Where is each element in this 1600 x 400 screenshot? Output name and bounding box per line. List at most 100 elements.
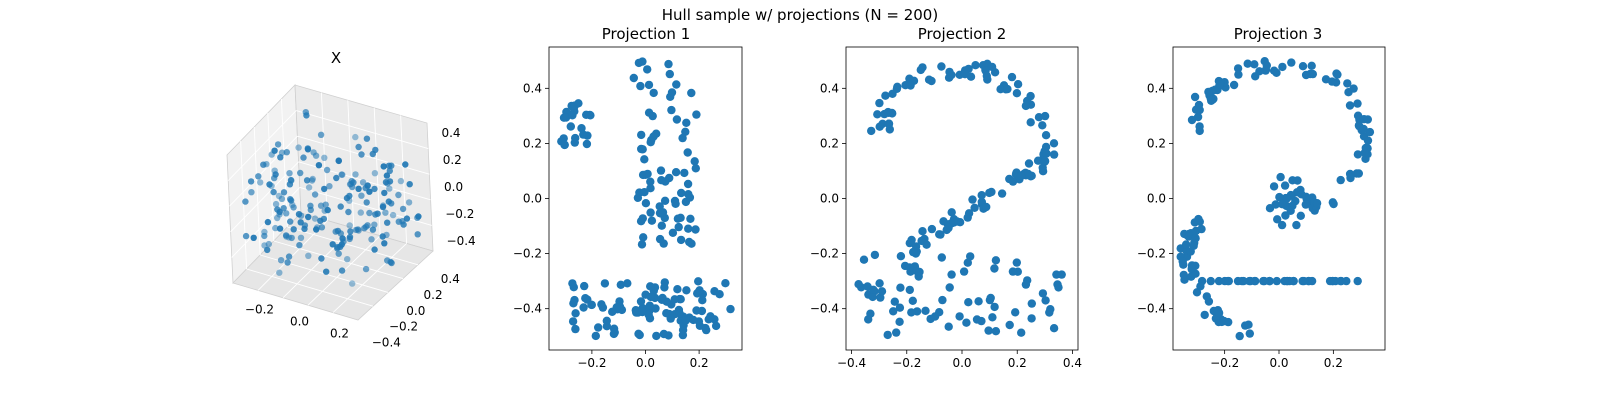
y-tick-label: 0.4 <box>523 81 542 95</box>
scatter3d-point <box>290 204 297 211</box>
scatter-point <box>1027 299 1037 308</box>
scatter-point <box>1214 308 1224 318</box>
scatter3d-point <box>276 225 284 232</box>
scatter3d-point <box>323 268 330 275</box>
scatter-point <box>681 316 691 325</box>
scatter3d-point <box>369 150 376 158</box>
scatter3d-point <box>383 231 390 239</box>
scatter-point <box>971 60 980 70</box>
y-tick-label: 0.0 <box>1147 192 1166 206</box>
scatter-point <box>1233 64 1243 73</box>
panel-3d-scatter: X −0.2 0.0 0.2 −0.4 −0.2 0.0 0.2 0.4 −0.4 −0.2 0.0… <box>226 49 476 350</box>
scatter-point <box>1269 182 1279 191</box>
grid-line <box>253 126 261 256</box>
panel-projection-2: Projection 2 −0.4 −0.2 0.0 0.2 0.4 −0.4 −0.2 0.… <box>810 25 1082 370</box>
grid-line <box>273 240 404 280</box>
scatter3d-point <box>332 228 339 235</box>
scatter3d-point <box>387 258 394 266</box>
scatter-point <box>884 119 894 128</box>
scatter-point <box>616 280 625 289</box>
scatter3d-point <box>333 174 340 182</box>
scatter3d-point <box>326 183 333 190</box>
x-tick-label: 0.0 <box>1269 356 1288 370</box>
scatter-point <box>881 91 890 100</box>
scatter-point <box>652 331 661 341</box>
scatter-point <box>1045 308 1054 317</box>
scatter3d-point <box>389 211 397 219</box>
scatter-point <box>638 214 647 223</box>
scatter3d-point <box>264 218 272 226</box>
grid-line <box>400 115 408 244</box>
scatter-point <box>962 318 971 327</box>
scatter-point <box>655 208 665 218</box>
scatter3d-point <box>345 208 352 216</box>
scatter-point <box>937 62 946 71</box>
scatter3d-point <box>399 205 407 213</box>
scatter-point <box>868 292 877 302</box>
z-tick-label: −0.2 <box>445 207 474 221</box>
scatter-point <box>637 130 646 140</box>
scatter3d-point <box>264 246 271 254</box>
scatter-point <box>673 285 682 294</box>
scatter-point <box>660 196 670 205</box>
scatter-point <box>936 230 945 239</box>
scatter-point <box>643 65 652 74</box>
scatter-point <box>889 307 898 316</box>
scatter3d-point <box>311 191 319 198</box>
scatter-point <box>1008 177 1018 186</box>
scatter-point <box>1206 276 1216 286</box>
scatter-point <box>1038 121 1047 130</box>
scatter-point <box>1003 84 1012 94</box>
scatter3d-point <box>274 206 281 213</box>
scatter-point <box>1278 62 1287 72</box>
scatter3d-point <box>352 133 359 141</box>
scatter-point <box>566 122 575 131</box>
scatter3d-point <box>321 207 328 214</box>
scatter-point <box>649 88 658 98</box>
figure-suptitle: Hull sample w/ projections (N = 200) <box>662 6 938 24</box>
scatter-point <box>1017 328 1026 337</box>
scatter3d-point <box>395 218 402 225</box>
scatter3d-point <box>274 214 281 222</box>
scatter-point <box>574 99 583 108</box>
scatter-point <box>990 302 999 312</box>
scatter-point <box>598 303 608 312</box>
scatter-point <box>1033 156 1043 165</box>
scatter-point <box>1021 101 1031 111</box>
scatter-point <box>966 252 975 261</box>
scatter-point <box>697 306 707 316</box>
scatter-point <box>937 253 946 262</box>
scatter-point <box>870 250 880 260</box>
scatter-point <box>629 73 638 83</box>
scatter-point <box>1301 192 1311 201</box>
scatter-point <box>876 293 885 302</box>
scatter-point <box>905 74 914 83</box>
scatter-point <box>1204 87 1213 97</box>
scatter-point <box>676 295 685 304</box>
scatter-point <box>659 329 669 339</box>
scatter3d-point <box>355 143 362 151</box>
x-tick-label: 0.2 <box>330 326 349 340</box>
scatter-point <box>1363 136 1373 145</box>
scatter-point <box>665 69 674 79</box>
scatter3d-point <box>271 174 278 182</box>
grid-line <box>227 110 297 181</box>
scatter3d-point <box>261 228 268 236</box>
scatter3d-point <box>346 222 353 229</box>
scatter-point <box>648 111 657 121</box>
scatter3d-point <box>290 226 297 233</box>
grid-line <box>240 140 248 270</box>
scatter-point <box>974 297 983 306</box>
scatter-point <box>1040 156 1050 166</box>
scatter3d-point <box>255 173 262 180</box>
scatter-point <box>1187 115 1197 125</box>
scatter-point <box>859 255 869 264</box>
scatter-point <box>947 70 956 80</box>
scatter-point <box>1277 220 1287 230</box>
panel-3d-title: X <box>331 49 341 67</box>
scatter-point <box>647 216 657 225</box>
scatter-point <box>1012 89 1022 98</box>
scatter3d-point <box>318 224 326 231</box>
scatter-point <box>641 199 651 208</box>
